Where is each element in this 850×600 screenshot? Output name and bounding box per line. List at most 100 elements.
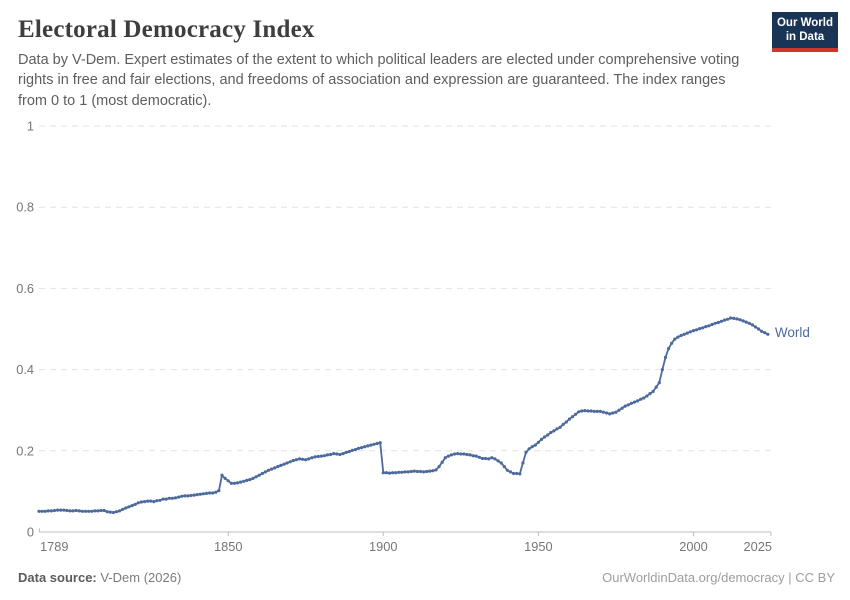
- data-point-marker: [580, 409, 584, 413]
- data-point-marker: [539, 437, 544, 441]
- data-point-marker: [704, 325, 708, 329]
- data-point-marker: [56, 508, 60, 512]
- data-point-marker: [356, 446, 361, 450]
- data-point-marker: [384, 471, 388, 475]
- data-point-marker: [394, 471, 398, 475]
- data-point-marker: [242, 479, 246, 483]
- data-point-marker: [502, 465, 506, 469]
- data-point-marker: [226, 479, 230, 483]
- data-point-marker: [114, 510, 119, 514]
- data-point-marker: [598, 409, 603, 413]
- data-point-marker: [142, 500, 147, 504]
- data-point-marker: [608, 412, 612, 416]
- data-point-marker: [387, 471, 392, 475]
- data-point-marker: [425, 469, 429, 474]
- data-point-marker: [375, 441, 379, 446]
- data-point-marker: [747, 321, 751, 325]
- data-point-marker: [294, 458, 298, 462]
- data-source-label: Data source:: [18, 570, 97, 585]
- data-point-marker: [77, 509, 81, 513]
- data-point-marker: [462, 452, 466, 456]
- data-point-marker: [564, 420, 568, 424]
- data-point-marker: [270, 467, 274, 471]
- data-point-marker: [378, 441, 382, 445]
- data-point-marker: [239, 480, 243, 484]
- data-point-marker: [139, 500, 143, 504]
- data-point-marker: [515, 471, 519, 476]
- data-point-marker: [663, 355, 668, 359]
- data-point-marker: [52, 508, 57, 513]
- data-point-marker: [601, 410, 606, 414]
- data-point-marker: [617, 408, 621, 412]
- data-point-marker: [511, 471, 516, 476]
- data-point-marker: [657, 381, 661, 385]
- data-point-marker: [639, 397, 643, 401]
- data-point-marker: [133, 502, 137, 506]
- data-point-marker: [136, 501, 140, 505]
- data-point-marker: [707, 324, 711, 328]
- data-point-marker: [71, 509, 75, 513]
- data-point-marker: [223, 476, 227, 480]
- data-point-marker: [111, 510, 115, 515]
- data-point-marker: [248, 478, 252, 482]
- data-point-marker: [490, 456, 494, 460]
- data-point-marker: [350, 448, 354, 452]
- data-point-marker: [201, 492, 205, 496]
- data-point-marker: [366, 444, 370, 448]
- data-point-marker: [434, 468, 438, 472]
- data-point-marker: [757, 327, 761, 331]
- data-point-marker: [220, 473, 224, 477]
- x-axis-tick-label: 1950: [524, 539, 552, 554]
- data-point-marker: [679, 333, 683, 338]
- data-point-marker: [536, 440, 541, 444]
- data-point-marker: [611, 411, 615, 415]
- data-point-marker: [391, 471, 395, 475]
- data-point-marker: [567, 417, 572, 421]
- data-point-marker: [589, 409, 593, 413]
- data-point-marker: [146, 499, 150, 503]
- data-point-marker: [65, 508, 69, 513]
- data-point-marker: [347, 450, 351, 454]
- data-point-marker: [40, 509, 44, 513]
- data-point-marker: [297, 457, 302, 461]
- data-point-marker: [251, 476, 255, 480]
- data-point-marker: [412, 469, 416, 473]
- y-axis-tick-label: 0.6: [16, 281, 34, 296]
- data-point-marker: [636, 399, 640, 403]
- data-point-marker: [83, 509, 88, 513]
- data-point-marker: [285, 461, 289, 465]
- data-point-marker: [549, 430, 553, 435]
- data-point-marker: [325, 453, 330, 457]
- data-point-marker: [632, 400, 637, 404]
- data-point-marker: [521, 461, 525, 465]
- data-point-marker: [245, 478, 249, 482]
- data-point-marker: [518, 472, 522, 476]
- data-point-marker: [170, 496, 174, 500]
- data-point-marker: [682, 332, 686, 336]
- data-point-marker: [670, 341, 674, 345]
- data-point-marker: [722, 318, 727, 322]
- attribution-link[interactable]: OurWorldinData.org/democracy | CC BY: [602, 570, 835, 585]
- data-point-marker: [381, 471, 385, 475]
- data-point-marker: [570, 415, 575, 419]
- data-point-marker: [155, 499, 159, 503]
- data-point-marker: [397, 470, 401, 474]
- y-axis-tick-label: 0.8: [16, 200, 34, 215]
- data-point-marker: [760, 329, 764, 333]
- data-point-marker: [710, 322, 714, 327]
- data-point-marker: [738, 318, 742, 322]
- data-point-marker: [338, 452, 342, 457]
- data-point-marker: [164, 497, 168, 501]
- data-point-marker: [301, 457, 305, 461]
- data-point-marker: [90, 509, 94, 513]
- data-point-marker: [335, 452, 339, 456]
- series-label-world[interactable]: World: [774, 325, 810, 341]
- data-point-marker: [322, 454, 326, 458]
- data-point-marker: [732, 316, 736, 320]
- data-point-marker: [68, 509, 72, 513]
- owid-logo[interactable]: Our World in Data: [772, 12, 838, 52]
- data-point-marker: [211, 491, 215, 495]
- data-point-marker: [449, 453, 454, 457]
- data-point-marker: [431, 469, 435, 473]
- world-series-line[interactable]: [38, 317, 769, 514]
